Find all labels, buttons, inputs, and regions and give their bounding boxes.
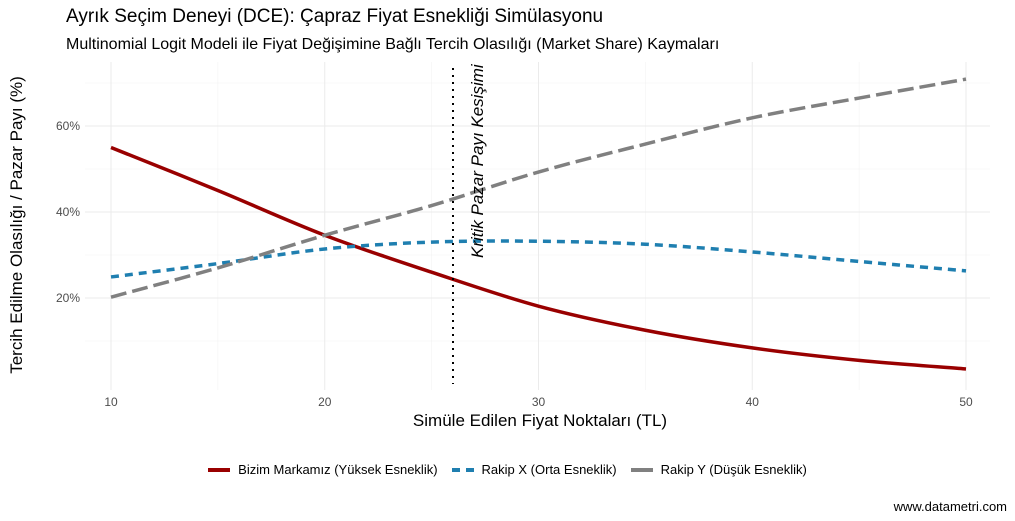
series-line-0 [110, 145, 967, 371]
x-tick-label: 10 [104, 395, 118, 409]
x-tick-label: 50 [959, 395, 973, 409]
caption: www.datametri.com [893, 499, 1007, 514]
y-tick-label: 20% [56, 291, 80, 305]
legend-item-rakip-x: Rakip X (Orta Esneklik) [451, 462, 617, 477]
y-axis-label: Tercih Edilme Olasılığı / Pazar Payı (%) [7, 76, 26, 374]
y-tick-label: 60% [56, 119, 80, 133]
legend-label: Rakip X (Orta Esneklik) [481, 462, 617, 477]
y-tick-label: 40% [56, 205, 80, 219]
chart-title: Ayrık Seçim Deneyi (DCE): Çapraz Fiyat E… [66, 6, 604, 27]
legend: Bizim Markamız (Yüksek Esneklik) Rakip X… [0, 462, 1015, 477]
legend-item-rakip-y: Rakip Y (Düşük Esneklik) [630, 462, 807, 477]
legend-label: Rakip Y (Düşük Esneklik) [660, 462, 807, 477]
x-tick-label: 40 [746, 395, 760, 409]
chart-subtitle: Multinomial Logit Modeli ile Fiyat Değiş… [66, 36, 720, 53]
legend-label: Bizim Markamız (Yüksek Esneklik) [238, 462, 438, 477]
x-tick-label: 20 [318, 395, 332, 409]
x-axis-label: Simüle Edilen Fiyat Noktaları (TL) [412, 411, 668, 430]
plot-layer: Kritik Pazar Payı Kesişimi [110, 63, 967, 384]
vline-annotation-label: Kritik Pazar Payı Kesişimi [468, 63, 487, 258]
x-tick-label: 30 [532, 395, 546, 409]
legend-swatch [208, 467, 231, 472]
legend-swatch [451, 467, 474, 472]
legend-swatch [630, 467, 653, 472]
series-line-2 [110, 77, 967, 299]
legend-item-ours: Bizim Markamız (Yüksek Esneklik) [208, 462, 438, 477]
